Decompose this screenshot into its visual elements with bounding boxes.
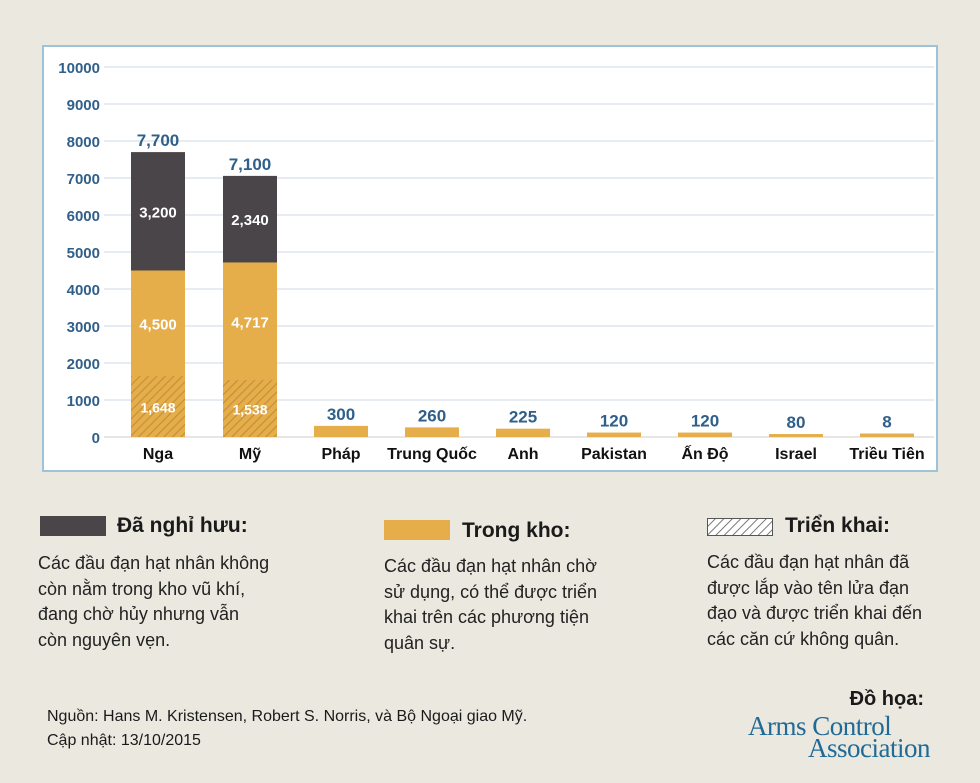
legend-desc-line: đạo và được triển khai đến: [707, 603, 922, 623]
legend-desc-line: Các đầu đạn hạt nhân không: [38, 553, 270, 573]
y-tick-label: 6000: [67, 208, 100, 225]
segment-label-deployed: 1,538: [232, 402, 267, 418]
bar-stockpile: [496, 428, 550, 437]
update-date: Cập nhật: 13/10/2015: [47, 732, 201, 749]
y-tick-label: 4000: [67, 282, 100, 299]
segment-label-retired: 3,200: [139, 204, 177, 221]
total-label: 300: [327, 405, 355, 424]
total-label: 7,100: [229, 155, 272, 174]
category-label: Mỹ: [239, 446, 261, 463]
bar-deployed: [223, 380, 277, 437]
legend-desc-line: quân sự.: [384, 632, 456, 653]
total-label: 260: [418, 406, 446, 425]
category-label: Israel: [775, 446, 817, 463]
legend-desc-retired: Các đầu đạn hạt nhân không còn nằm trong…: [38, 551, 328, 653]
bar-stockpile: [587, 432, 641, 437]
arms-control-association-logo: Arms Control Association: [748, 712, 934, 764]
legend-desc-deployed: Các đầu đạn hạt nhân đã được lắp vào tên…: [707, 550, 967, 652]
y-tick-label: 0: [92, 430, 100, 447]
bar-stockpile: [405, 427, 459, 437]
total-label: 120: [600, 412, 628, 431]
bar-stockpile: [769, 434, 823, 437]
y-tick-label: 2000: [67, 356, 100, 373]
legend-desc-line: khai trên các phương tiện: [384, 607, 589, 627]
legend-desc-line: đang chờ hủy nhưng vẫn: [38, 604, 239, 624]
y-tick-label: 10000: [58, 60, 100, 77]
chart-panel: 0 1000 2000 3000 4000 5000 6000 7000 8000 9000 100…: [42, 45, 938, 472]
category-label: Pakistan: [581, 446, 647, 463]
logo-line-2: Association: [808, 733, 931, 763]
y-tick-label: 7000: [67, 171, 100, 188]
bar-stockpile: [314, 425, 368, 437]
segment-label-retired: 2,340: [231, 212, 269, 229]
y-tick-label: 3000: [67, 319, 100, 336]
total-label: 225: [509, 408, 537, 427]
legend-swatch-deployed: [707, 518, 773, 536]
legend-title-retired: Đã nghỉ hưu:: [117, 514, 248, 537]
bar-deployed: [131, 376, 185, 437]
legend-desc-line: sử dụng, có thể được triển: [384, 581, 598, 602]
bar-retired: [223, 175, 277, 263]
segment-label-stockpile: 4,717: [231, 314, 269, 331]
bar-retired: [131, 152, 185, 271]
y-tick-label: 1000: [67, 393, 100, 410]
legend-desc-line: các căn cứ không quân.: [707, 628, 900, 649]
legend-swatch-stockpile: [384, 520, 450, 540]
y-tick-label: 8000: [67, 134, 100, 151]
category-label: Triều Tiên: [849, 446, 924, 463]
category-label: Pháp: [321, 446, 360, 463]
category-label: Ấn Độ: [681, 444, 728, 463]
source-note: Nguồn: Hans M. Kristensen, Robert S. Nor…: [47, 708, 528, 725]
legend-swatch-retired: [40, 516, 106, 536]
category-label: Nga: [143, 446, 173, 463]
legend-desc-line: còn nằm trong kho vũ khí,: [38, 578, 246, 599]
legend-desc-stockpile: Các đầu đạn hạt nhân chờ sử dụng, có thể…: [384, 554, 674, 656]
credit-label: Đồ họa:: [849, 688, 924, 710]
category-label: Anh: [507, 446, 538, 463]
legend-desc-line: Các đầu đạn hạt nhân đã: [707, 552, 910, 572]
total-label: 120: [691, 412, 719, 431]
category-label: Trung Quốc: [387, 446, 477, 463]
total-label: 80: [787, 413, 806, 432]
y-tick-label: 9000: [67, 97, 100, 114]
legend-title-deployed: Triển khai:: [785, 514, 891, 537]
y-tick-label: 5000: [67, 245, 100, 262]
legend-desc-line: Các đầu đạn hạt nhân chờ: [384, 556, 597, 576]
bar-chart: 0 1000 2000 3000 4000 5000 6000 7000 8000 9000 100…: [58, 60, 934, 463]
segment-label-stockpile: 4,500: [139, 316, 177, 333]
legend-title-stockpile: Trong kho:: [462, 519, 571, 542]
logo-line-1: Arms Control: [748, 711, 892, 741]
total-label: 7,700: [137, 131, 180, 150]
legend-desc-line: được lắp vào tên lửa đạn: [707, 577, 910, 598]
legend-desc-line: còn nguyên vẹn.: [38, 629, 171, 650]
total-label: 8: [882, 413, 891, 432]
bar-stockpile: [860, 433, 914, 437]
bar-stockpile: [678, 432, 732, 437]
segment-label-deployed: 1,648: [140, 400, 175, 416]
